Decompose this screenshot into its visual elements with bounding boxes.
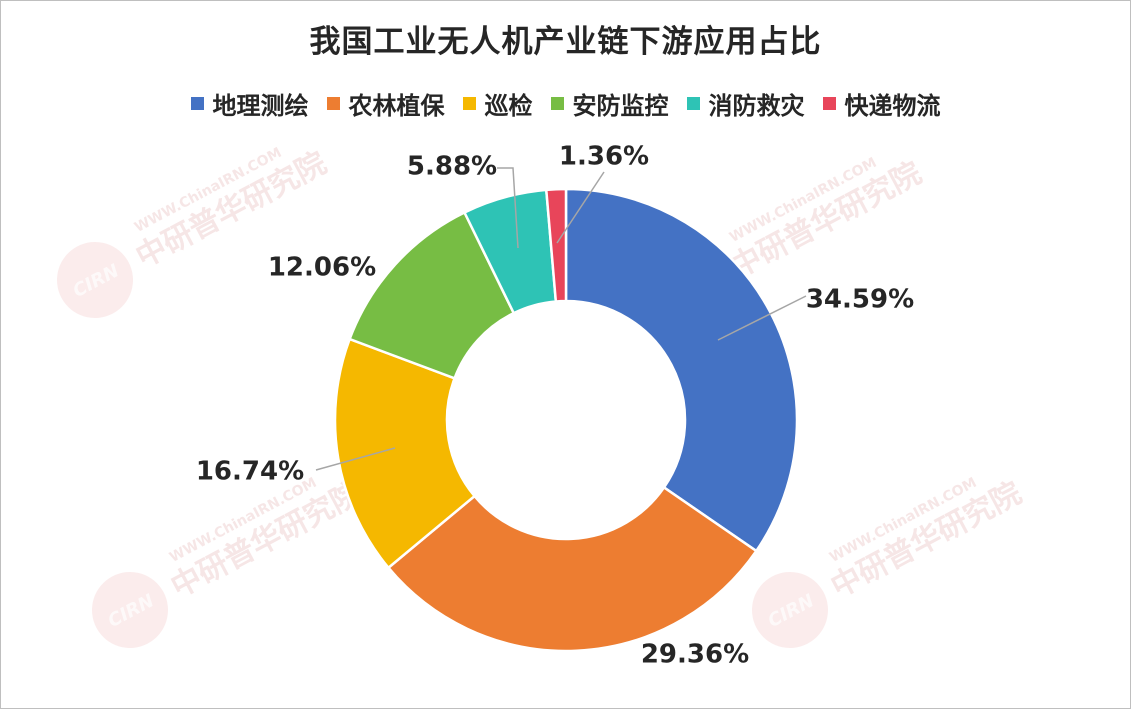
- chart-title: 我国工业无人机产业链下游应用占比: [309, 24, 822, 60]
- watermark-logo-icon: [752, 572, 828, 648]
- leader-line: [556, 171, 605, 244]
- data-label: 5.88%: [407, 152, 497, 182]
- watermark-logo-icon: [56, 242, 133, 318]
- legend-swatch: [462, 97, 476, 110]
- chart-legend: 地理测绘 农林植保 巡检 安防监控 消防救灾 快递物流: [0, 86, 1131, 121]
- legend-label: 快递物流: [844, 92, 941, 120]
- leader-line: [315, 447, 396, 471]
- legend-item: 农林植保: [326, 86, 445, 121]
- donut-slice: [333, 337, 477, 570]
- legend-swatch: [326, 97, 340, 110]
- donut-slices: [333, 187, 799, 653]
- watermark-logo-icon: [92, 572, 168, 648]
- legend-swatch: [686, 97, 700, 110]
- legend-item: 巡检: [462, 86, 533, 121]
- data-label: 34.59%: [806, 285, 914, 315]
- legend-item: 消防救灾: [686, 86, 805, 121]
- leader-lines: [315, 167, 807, 471]
- legend-label: 安防监控: [572, 92, 669, 120]
- data-label: 12.06%: [268, 253, 376, 283]
- legend-label: 巡检: [484, 92, 533, 120]
- leader-line: [497, 167, 519, 249]
- donut-slice: [564, 187, 799, 553]
- data-label: 16.74%: [196, 457, 304, 487]
- legend-item: 快递物流: [822, 86, 941, 121]
- legend-swatch: [822, 97, 836, 110]
- data-label: 29.36%: [641, 640, 749, 670]
- legend-label: 消防救灾: [708, 92, 805, 120]
- legend-item: 地理测绘: [190, 86, 309, 121]
- legend-swatch: [550, 97, 564, 110]
- donut-slice: [386, 485, 759, 653]
- legend-label: 地理测绘: [212, 92, 309, 120]
- data-labels: 34.59% 29.36% 16.74% 12.06% 5.88% 1.36%: [196, 142, 914, 670]
- leader-line: [717, 295, 807, 341]
- legend-label: 农林植保: [348, 92, 445, 120]
- donut-slice: [544, 187, 568, 303]
- legend-swatch: [190, 97, 204, 110]
- data-label: 1.36%: [559, 142, 649, 172]
- legend-item: 安防监控: [550, 86, 669, 121]
